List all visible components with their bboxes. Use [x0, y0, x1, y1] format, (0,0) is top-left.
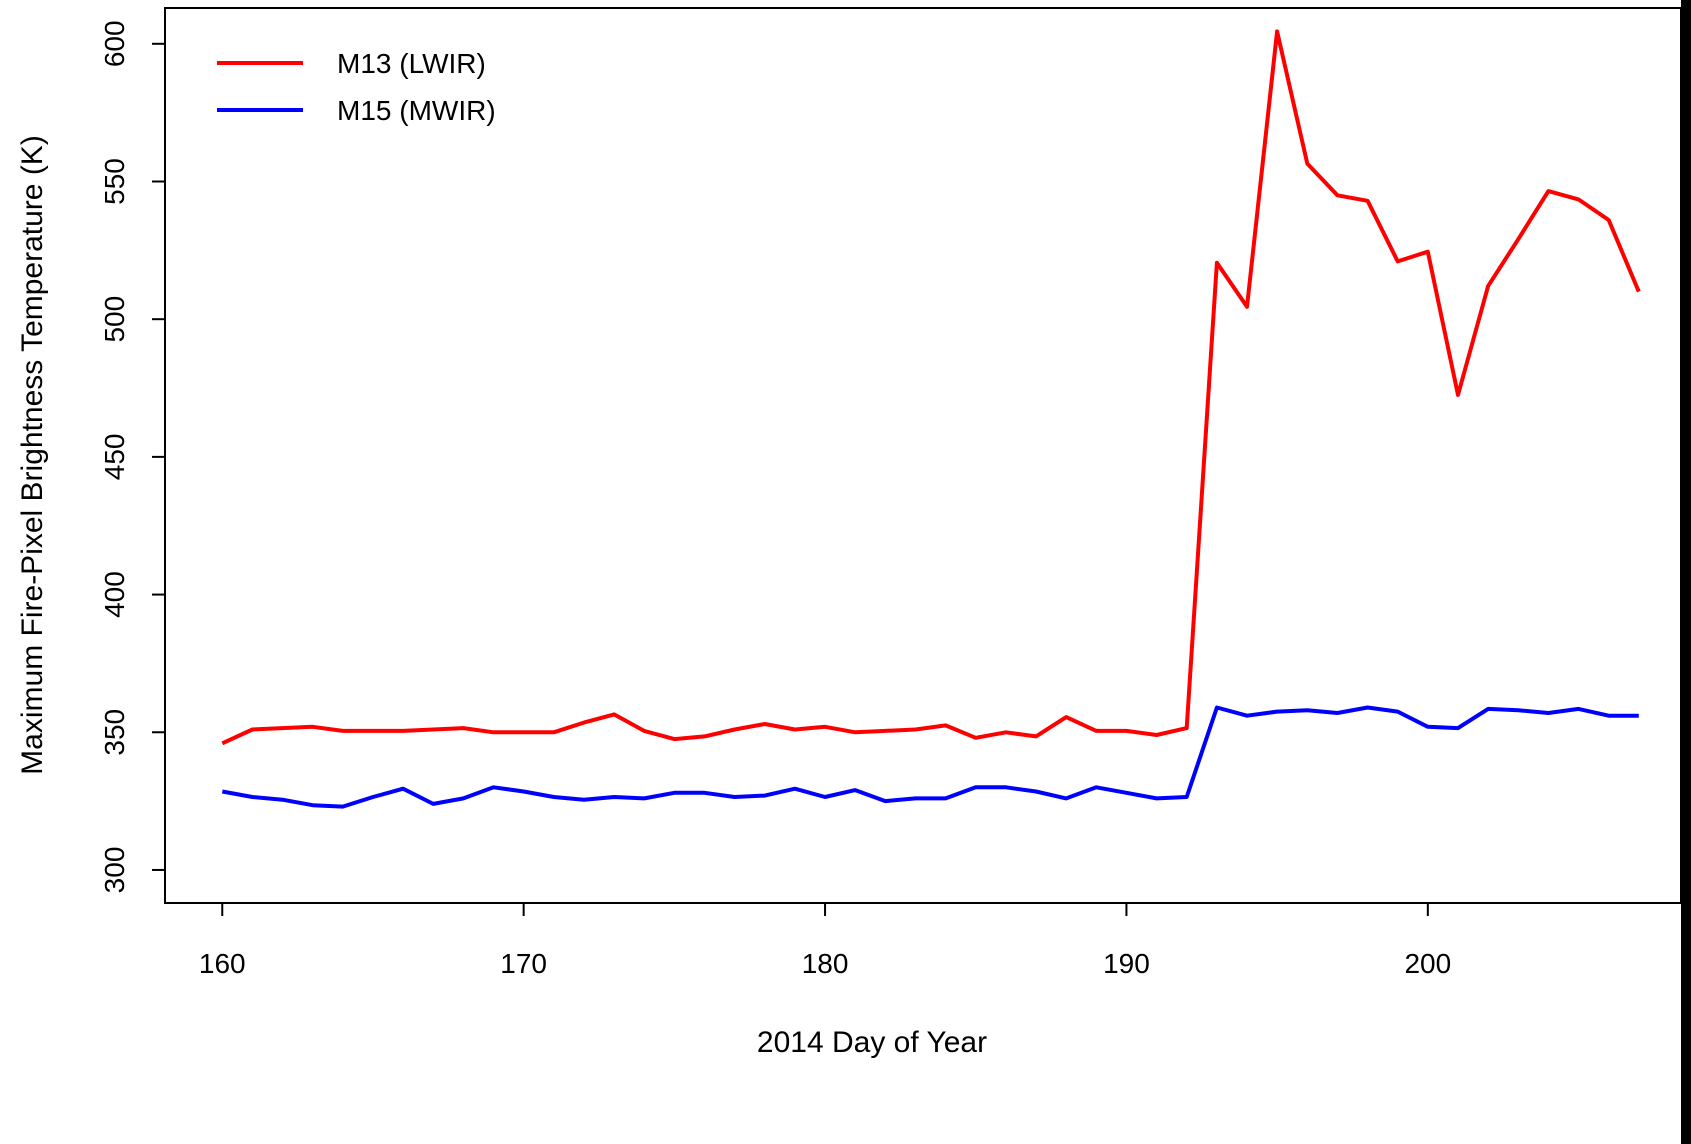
y-tick-label: 600 [99, 20, 130, 67]
legend-label: M15 (MWIR) [337, 95, 496, 126]
x-tick-label: 190 [1103, 948, 1150, 979]
x-axis: 160 170 180 190 200 [199, 903, 1451, 979]
right-edge-band [1681, 0, 1691, 1144]
legend: M13 (LWIR) M15 (MWIR) [217, 48, 496, 126]
x-tick-label: 170 [500, 948, 547, 979]
y-tick-label: 350 [99, 709, 130, 756]
x-tick-label: 200 [1404, 948, 1451, 979]
y-axis-label: Maximum Fire-Pixel Brightness Temperatur… [16, 135, 49, 775]
y-tick-label: 300 [99, 847, 130, 894]
series-line-m13 [221, 29, 1641, 746]
y-axis: 300 350 400 450 500 550 600 [99, 20, 165, 893]
y-tick-label: 500 [99, 296, 130, 343]
y-tick-label: 450 [99, 434, 130, 481]
y-tick-label: 400 [99, 571, 130, 618]
x-axis-label: 2014 Day of Year [757, 1026, 987, 1059]
x-tick-label: 160 [199, 948, 246, 979]
plot-frame [164, 7, 1682, 904]
series-line-m15 [221, 705, 1639, 809]
series-layer [221, 29, 1641, 809]
y-tick-label: 550 [99, 158, 130, 205]
legend-label: M13 (LWIR) [337, 48, 486, 79]
x-tick-label: 180 [802, 948, 849, 979]
